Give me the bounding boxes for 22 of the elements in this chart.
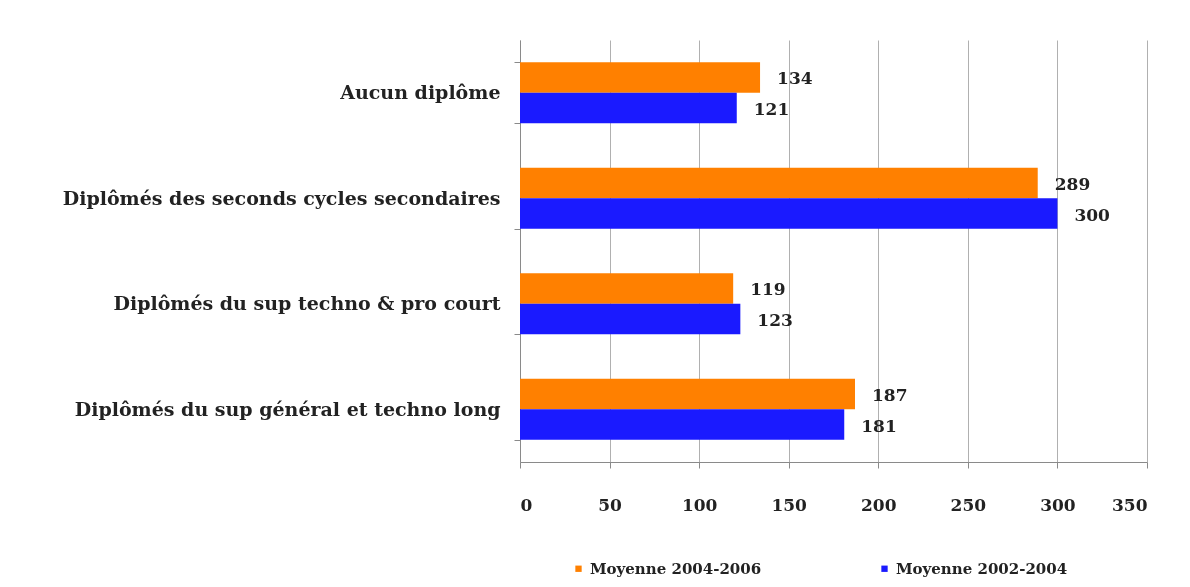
x-tick-label: 100 <box>681 494 718 515</box>
x-tick-label: 350 <box>1112 494 1148 515</box>
data-label: 187 <box>872 384 908 405</box>
legend-label: Moyenne 2002-2004 <box>896 559 1068 578</box>
legend-label: Moyenne 2004-2006 <box>590 559 762 578</box>
data-label: 121 <box>753 99 790 120</box>
data-label: 119 <box>750 279 786 300</box>
data-label: 134 <box>777 68 813 89</box>
data-label: 300 <box>1074 204 1111 225</box>
y-tick-label: Diplômés du sup techno & pro court <box>113 292 501 315</box>
x-tick-label: 150 <box>771 494 808 515</box>
data-label: 123 <box>757 310 793 331</box>
data-label: 289 <box>1054 173 1091 194</box>
data-label: 181 <box>861 415 897 436</box>
y-tick-label: Aucun diplôme <box>339 81 501 104</box>
x-tick-label: 0 <box>520 494 533 515</box>
x-tick-label: 50 <box>598 494 623 515</box>
y-tick-label: Diplômés des seconds cycles secondaires <box>62 186 501 209</box>
x-tick-label: 250 <box>950 494 987 515</box>
y-tick-label: Diplômés du sup général et techno long <box>74 397 501 420</box>
x-tick-label: 300 <box>1040 494 1076 515</box>
x-tick-label: 200 <box>861 494 897 515</box>
